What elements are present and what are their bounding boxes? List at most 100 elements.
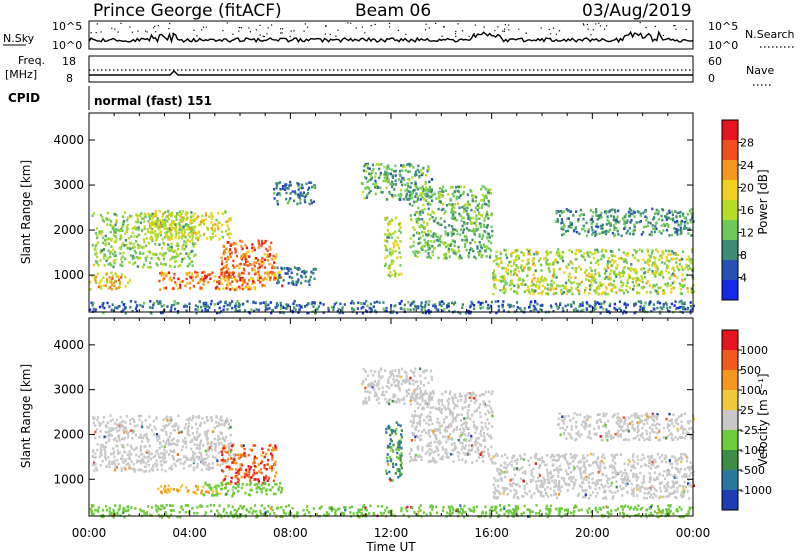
- echo-cell: [95, 232, 97, 235]
- echo-cell: [130, 235, 132, 238]
- echo-cell: [481, 237, 483, 240]
- echo-cell: [415, 192, 417, 195]
- echo-cell: [419, 368, 421, 371]
- echo-cell: [388, 399, 390, 402]
- echo-cell: [419, 237, 421, 240]
- echo-cell: [183, 440, 185, 443]
- echo-cell: [142, 252, 144, 255]
- echo-cell: [283, 279, 285, 282]
- echo-cell: [166, 419, 168, 422]
- nsearch-dot: [455, 33, 456, 34]
- echo-cell: [99, 455, 101, 458]
- echo-cell: [656, 284, 658, 287]
- echo-cell: [504, 278, 506, 281]
- echo-cell: [480, 188, 482, 191]
- echo-cell: [254, 456, 256, 459]
- echo-cell: [218, 443, 220, 446]
- echo-cell: [194, 271, 196, 274]
- echo-cell: [111, 284, 113, 287]
- nsearch-dot: [155, 31, 156, 32]
- echo-cell: [611, 288, 613, 291]
- echo-cell: [153, 420, 155, 423]
- echo-cell: [384, 233, 386, 236]
- echo-cell: [365, 398, 367, 401]
- echo-cell: [651, 252, 653, 255]
- echo-cell: [561, 257, 563, 260]
- echo-cell: [479, 250, 481, 253]
- echo-cell: [227, 280, 229, 283]
- echo-cell: [267, 459, 269, 462]
- freq-tick-bottom: 8: [66, 72, 73, 85]
- nsearch-dot: [291, 31, 292, 32]
- nsearch-dot: [264, 36, 265, 37]
- echo-cell: [428, 208, 430, 211]
- echo-cell: [541, 269, 543, 272]
- echo-cell: [676, 307, 678, 310]
- echo-cell: [198, 230, 200, 233]
- echo-cell: [649, 301, 651, 304]
- echo-cell: [206, 275, 208, 278]
- echo-cell: [268, 477, 270, 480]
- echo-cell: [143, 220, 145, 223]
- echo-cell: [162, 458, 164, 461]
- echo-cell: [570, 210, 572, 213]
- echo-cell: [163, 272, 165, 275]
- echo-cell: [691, 287, 693, 290]
- echo-cell: [440, 224, 442, 227]
- echo-cell: [591, 253, 593, 256]
- echo-cell: [390, 372, 392, 375]
- echo-cell: [216, 425, 218, 428]
- freq-panel: Freq. [MHz] 18 8 60 0 Nave: [5, 54, 774, 85]
- echo-cell: [568, 217, 570, 220]
- echo-cell: [192, 264, 194, 267]
- echo-cell: [495, 259, 497, 262]
- echo-cell: [296, 273, 298, 276]
- echo-cell: [374, 391, 376, 394]
- echo-cell: [419, 375, 421, 378]
- echo-cell: [381, 393, 383, 396]
- echo-cell: [187, 265, 189, 268]
- echo-cell: [412, 379, 414, 382]
- echo-cell: [106, 278, 108, 281]
- echo-cell: [418, 175, 420, 178]
- echo-cell: [367, 181, 369, 184]
- echo-cell: [108, 439, 110, 442]
- echo-cell: [96, 449, 98, 452]
- echo-cell: [442, 191, 444, 194]
- echo-cell: [269, 489, 271, 492]
- echo-cell: [655, 228, 657, 231]
- echo-cell: [222, 470, 224, 473]
- echo-cell: [109, 262, 111, 265]
- nsearch-dot: [347, 22, 348, 23]
- echo-cell: [628, 211, 630, 214]
- echo-cell: [400, 193, 402, 196]
- echo-cell: [274, 197, 276, 200]
- echo-cell: [105, 273, 107, 276]
- echo-cell: [533, 253, 535, 256]
- echo-cell: [253, 469, 255, 472]
- nsearch-tick-bottom: 10^0: [708, 39, 738, 52]
- echo-cell: [393, 246, 395, 249]
- echo-cell: [452, 211, 454, 214]
- echo-cell: [197, 309, 199, 312]
- echo-cell: [156, 465, 158, 468]
- echo-cell: [426, 256, 428, 259]
- echo-cell: [454, 191, 456, 194]
- echo-cell: [460, 186, 462, 189]
- echo-cell: [599, 232, 601, 235]
- echo-cell: [132, 247, 134, 250]
- echo-cell: [393, 381, 395, 384]
- echo-cell: [690, 234, 692, 237]
- echo-cell: [92, 464, 94, 467]
- echo-cell: [118, 286, 120, 289]
- echo-cell: [498, 265, 500, 268]
- echo-cell: [226, 419, 228, 422]
- echo-cell: [563, 233, 565, 236]
- echo-cell: [266, 468, 268, 471]
- nsearch-dot: [280, 32, 281, 33]
- echo-cell: [279, 482, 281, 485]
- echo-cell: [597, 226, 599, 229]
- echo-cell: [476, 245, 478, 248]
- echo-cell: [279, 181, 281, 184]
